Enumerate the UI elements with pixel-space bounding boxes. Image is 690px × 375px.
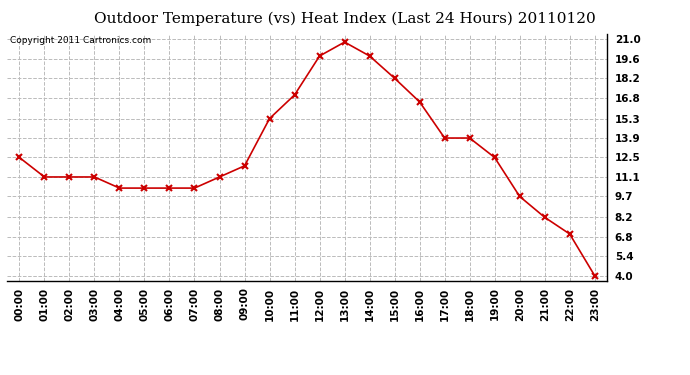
Text: Outdoor Temperature (vs) Heat Index (Last 24 Hours) 20110120: Outdoor Temperature (vs) Heat Index (Las… [94, 11, 596, 26]
Text: Copyright 2011 Cartronics.com: Copyright 2011 Cartronics.com [10, 36, 151, 45]
